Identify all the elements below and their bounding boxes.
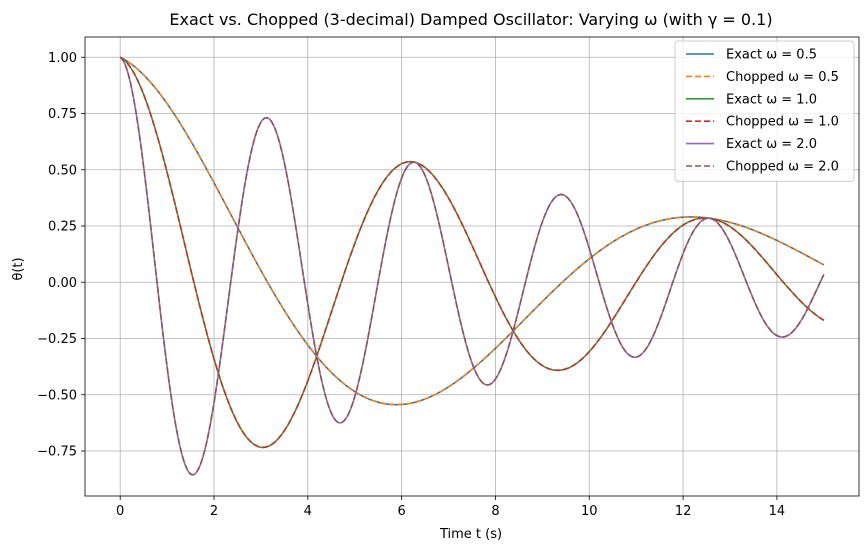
x-tick-label: 14: [769, 504, 786, 519]
x-tick-label: 12: [675, 504, 692, 519]
plot-frame: [84, 36, 860, 497]
legend-label: Exact ω = 1.0: [726, 92, 817, 107]
y-tick-label: 0.75: [48, 107, 77, 122]
x-tick-label: 6: [397, 504, 405, 519]
x-axis: 0 2 4 6 8 10 12 14: [116, 496, 785, 519]
legend-label: Exact ω = 2.0: [726, 137, 817, 152]
x-tick-label: 4: [304, 504, 312, 519]
plot-lines: [119, 56, 825, 476]
series-line: [119, 56, 825, 476]
y-tick-label: 0.00: [48, 276, 77, 291]
legend-box: [674, 40, 855, 182]
y-tick-label: −0.50: [37, 388, 77, 403]
y-tick-label: 0.50: [48, 163, 77, 178]
x-axis-label: Time t (s): [439, 527, 502, 542]
y-tick-label: −0.75: [37, 445, 77, 460]
legend-label: Chopped ω = 2.0: [726, 160, 839, 175]
legend: Exact ω = 0.5 Chopped ω = 0.5 Exact ω = 1.…: [674, 40, 855, 182]
x-tick-label: 8: [491, 504, 499, 519]
x-tick-label: 2: [210, 504, 218, 519]
legend-label: Chopped ω = 1.0: [726, 115, 839, 130]
legend-label: Exact ω = 0.5: [726, 48, 817, 63]
y-axis-label: θ(t): [11, 257, 26, 280]
x-tick-label: 0: [116, 504, 124, 519]
y-tick-label: −0.25: [37, 332, 77, 347]
x-tick-label: 10: [581, 504, 598, 519]
y-axis: −0.75 −0.50 −0.25 0.00 0.25 0.50 0.75 1.00: [37, 51, 85, 460]
y-tick-label: 1.00: [48, 51, 77, 66]
y-tick-label: 0.25: [48, 220, 77, 235]
legend-label: Chopped ω = 0.5: [726, 70, 839, 85]
chart-title: Exact vs. Chopped (3-decimal) Damped Osc…: [169, 10, 772, 29]
